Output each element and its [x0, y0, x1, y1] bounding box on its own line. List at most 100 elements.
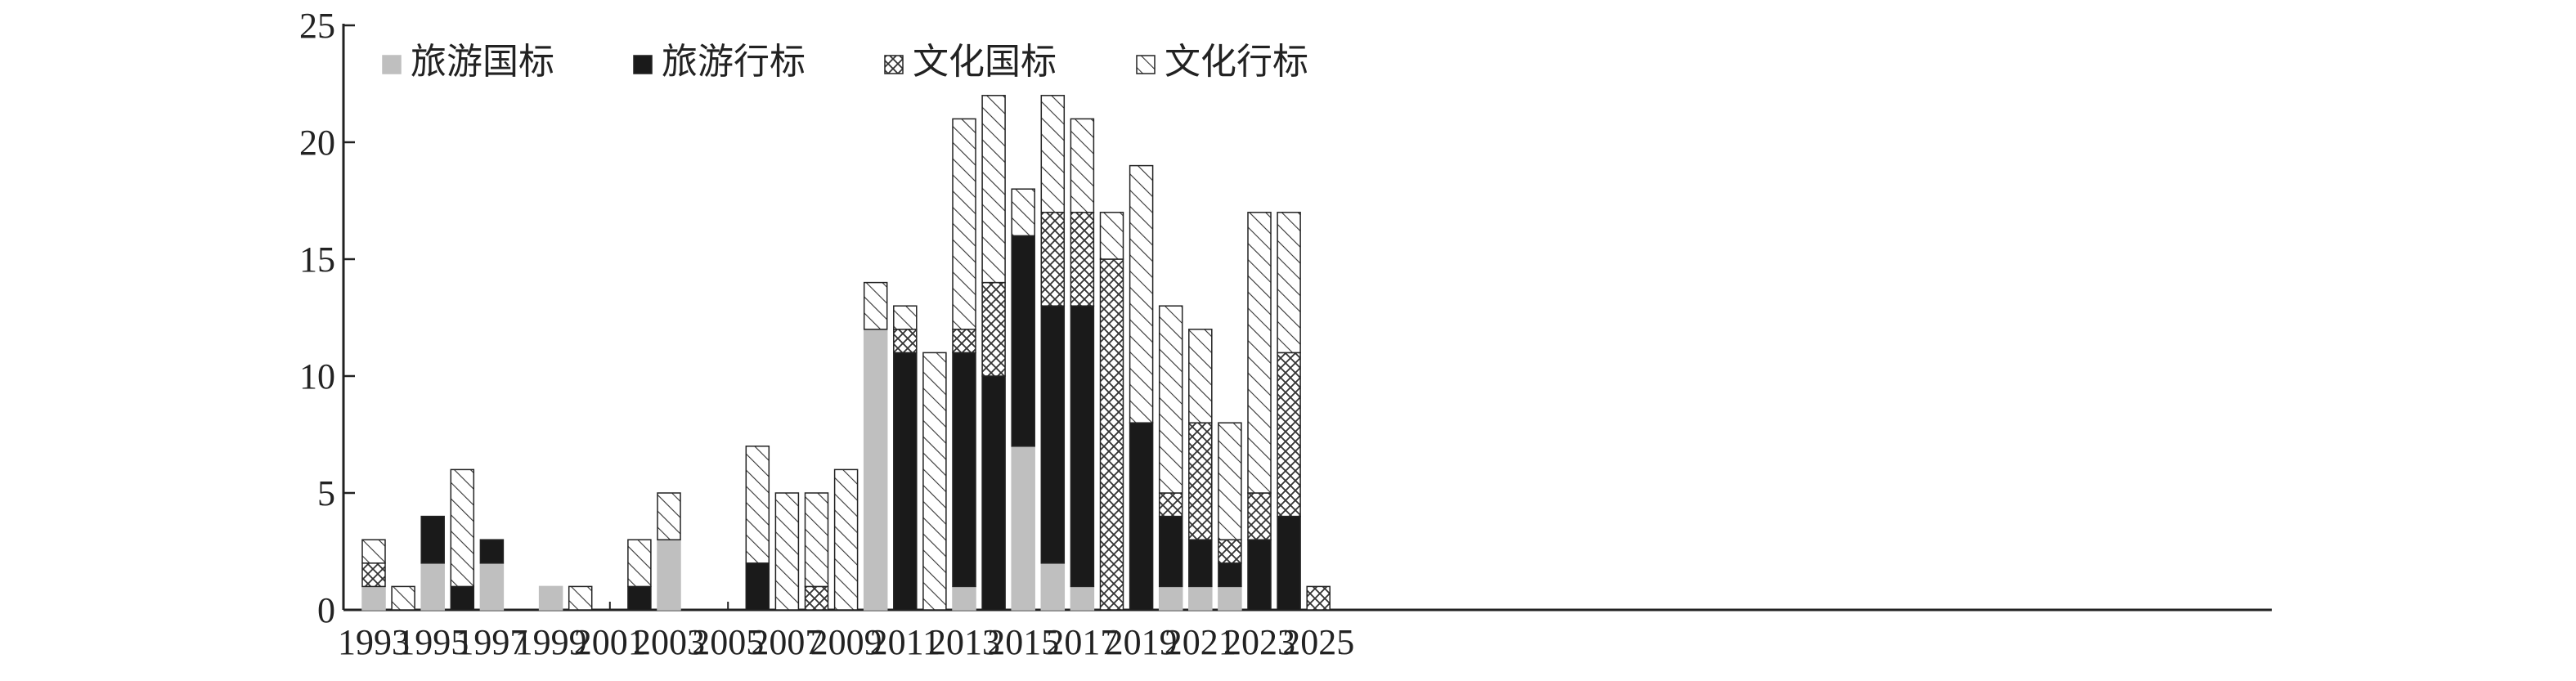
bar-segment-2020-s2	[1158, 492, 1183, 517]
bar-segment-2011-s1	[893, 352, 918, 611]
legend-swatch	[382, 55, 402, 74]
legend-swatch	[884, 55, 904, 74]
bar-segment-2025-s2	[1306, 585, 1331, 611]
x-tick-label: 2011	[870, 622, 940, 662]
bar-segment-2016-s0	[1040, 562, 1066, 611]
y-tick-label: 0	[317, 590, 335, 630]
bar-segment-2002-s3	[627, 539, 652, 588]
bar-segment-2018-s3	[1099, 212, 1124, 260]
bar-segment-2014-s1	[981, 375, 1006, 611]
bar-segment-2021-s3	[1188, 329, 1213, 423]
y-tick-label: 20	[299, 123, 335, 163]
bar-segment-1993-s2	[361, 562, 386, 588]
bar-segment-2022-s2	[1218, 539, 1242, 564]
x-axis: 1993199519971999200120032005200720092011…	[338, 602, 2272, 662]
bar-segment-2015-s3	[1011, 188, 1035, 237]
bar-segment-2014-s3	[981, 95, 1006, 284]
y-tick-label: 25	[299, 6, 335, 46]
x-tick-label: 2007	[751, 622, 823, 662]
bar-segment-2023-s3	[1247, 212, 1272, 494]
bar-segment-2002-s1	[627, 585, 652, 611]
x-ticks: 1993199519971999200120032005200720092011…	[338, 602, 1354, 662]
x-tick-label: 2019	[1106, 622, 1178, 662]
legend-label: 旅游国标	[411, 41, 554, 83]
bar-segment-2015-s1	[1011, 235, 1035, 447]
bar-segment-2006-s1	[745, 562, 770, 611]
bar-segment-2023-s1	[1247, 539, 1272, 611]
y-tick-label: 5	[317, 473, 335, 513]
bar-segment-2009-s3	[833, 468, 859, 611]
bar-segment-1993-s0	[361, 585, 386, 611]
bar-segment-2016-s3	[1040, 95, 1066, 213]
bar-segment-2017-s2	[1070, 212, 1095, 307]
bar-segment-2018-s2	[1099, 258, 1124, 611]
bar-segment-2003-s0	[657, 539, 681, 611]
bar-segment-2020-s1	[1158, 515, 1183, 588]
bar-segment-2003-s3	[657, 492, 681, 540]
bar-segment-2015-s0	[1011, 446, 1035, 611]
x-tick-label: 2017	[1046, 622, 1118, 662]
bar-segment-2024-s3	[1277, 212, 1301, 354]
bar-segment-2016-s1	[1040, 305, 1066, 564]
x-tick-label: 2013	[928, 622, 1000, 662]
bar-segment-2014-s2	[981, 281, 1006, 377]
y-tick-label: 15	[299, 240, 335, 280]
legend-label: 文化行标	[1165, 41, 1308, 83]
x-tick-label: 2005	[692, 622, 764, 662]
bar-segment-2019-s3	[1129, 164, 1154, 423]
bar-segment-2013-s2	[952, 329, 976, 354]
legend-label: 旅游行标	[662, 41, 806, 83]
x-tick-label: 2009	[810, 622, 882, 662]
x-tick-label: 1995	[397, 622, 469, 662]
bar-segment-2000-s3	[568, 585, 593, 611]
bar-segment-2013-s0	[952, 585, 976, 611]
bar-segment-1996-s3	[450, 468, 475, 588]
bar-segment-2024-s1	[1277, 515, 1301, 611]
bar-segment-2017-s1	[1070, 305, 1095, 588]
legend-swatch	[1136, 55, 1156, 74]
bar-segment-2021-s0	[1188, 585, 1213, 611]
bar-segment-2024-s2	[1277, 352, 1301, 517]
bar-segment-1995-s0	[420, 562, 445, 611]
bar-segment-1995-s1	[420, 515, 445, 564]
legend: 旅游国标 旅游行标 文化国标 文化行标	[382, 41, 1308, 83]
bar-segment-2021-s2	[1188, 422, 1213, 540]
bar-segment-2020-s3	[1158, 305, 1183, 494]
bar-segment-2022-s3	[1218, 422, 1242, 540]
bar-segment-2013-s1	[952, 352, 976, 588]
bar-segment-1997-s0	[479, 562, 505, 611]
bar-segment-2011-s2	[893, 329, 918, 354]
legend-swatch	[633, 55, 653, 74]
x-tick-label: 2001	[574, 622, 646, 662]
bar-segment-2017-s0	[1070, 585, 1095, 611]
x-tick-label: 2023	[1223, 622, 1295, 662]
x-tick-label: 2025	[1282, 622, 1354, 662]
bar-segment-2016-s2	[1040, 212, 1066, 307]
bar-segment-2006-s3	[745, 446, 770, 564]
bar-segment-2010-s0	[863, 329, 888, 611]
bar-segment-2022-s0	[1218, 585, 1242, 611]
bars	[361, 95, 1331, 611]
bar-segment-1994-s3	[391, 585, 415, 611]
bar-segment-2010-s3	[863, 281, 888, 330]
y-axis: 0 5 10 15 20 25	[299, 6, 355, 630]
x-tick-label: 2015	[987, 622, 1059, 662]
y-ticks: 0 5 10 15 20 25	[299, 6, 355, 630]
x-tick-label: 2003	[633, 622, 705, 662]
x-tick-label: 1999	[515, 622, 587, 662]
bar-segment-2007-s3	[774, 492, 800, 611]
bar-segment-2021-s1	[1188, 539, 1213, 588]
bar-segment-2013-s3	[952, 118, 976, 330]
bar-segment-2017-s3	[1070, 118, 1095, 213]
bar-segment-2022-s1	[1218, 562, 1242, 588]
y-tick-label: 10	[299, 356, 335, 397]
bar-segment-2008-s3	[804, 492, 829, 588]
x-tick-label: 2021	[1165, 622, 1236, 662]
legend-label: 文化国标	[913, 41, 1057, 83]
bar-segment-2020-s0	[1158, 585, 1183, 611]
x-tick-label: 1993	[338, 622, 410, 662]
bar-segment-1996-s1	[450, 585, 475, 611]
x-tick-label: 1997	[456, 622, 527, 662]
bar-segment-2023-s2	[1247, 492, 1272, 540]
